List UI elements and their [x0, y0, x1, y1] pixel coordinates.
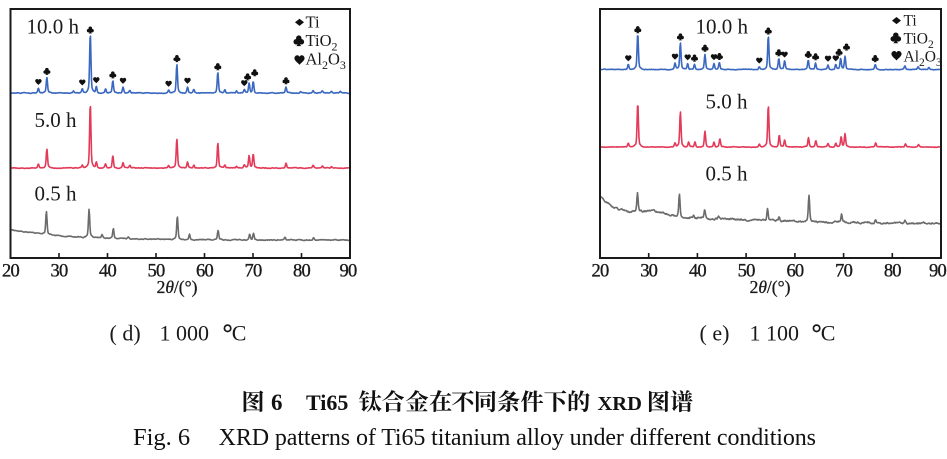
svg-text:Ti: Ti [306, 13, 320, 32]
svg-text:20: 20 [592, 262, 609, 282]
svg-text:50: 50 [738, 262, 755, 282]
svg-text:( d): ( d) [110, 321, 141, 346]
svg-text:Fig. 6: Fig. 6 [133, 424, 190, 451]
svg-text:XRD patterns of Ti65 titanium: XRD patterns of Ti65 titanium alloy unde… [219, 425, 816, 451]
svg-text:40: 40 [689, 262, 706, 282]
svg-text:Al2O3: Al2O3 [904, 49, 942, 70]
svg-text:10.0 h: 10.0 h [27, 15, 80, 39]
svg-text:5.0 h: 5.0 h [35, 108, 78, 132]
svg-text:Al2O3: Al2O3 [306, 50, 346, 73]
svg-text:40: 40 [99, 262, 116, 282]
svg-text:70: 70 [835, 262, 852, 282]
svg-text:6: 6 [271, 390, 283, 415]
svg-text:30: 30 [640, 262, 657, 282]
svg-text:C: C [232, 321, 247, 346]
svg-text:0.5 h: 0.5 h [35, 182, 78, 206]
svg-text:5.0 h: 5.0 h [706, 90, 749, 114]
svg-text:2θ/(°): 2θ/(°) [750, 277, 791, 297]
svg-text:TiO2: TiO2 [306, 31, 338, 54]
svg-text:50: 50 [148, 262, 165, 282]
svg-text:1 000: 1 000 [160, 321, 210, 346]
svg-text:TiO2: TiO2 [904, 31, 934, 52]
svg-text:2θ/(°): 2θ/(°) [157, 277, 198, 297]
svg-text:XRD: XRD [598, 393, 642, 415]
svg-text:60: 60 [786, 262, 803, 282]
svg-text:0.5 h: 0.5 h [706, 162, 749, 186]
svg-text:90: 90 [340, 262, 357, 282]
svg-text:C: C [821, 321, 836, 346]
svg-text:Ti65: Ti65 [306, 390, 348, 415]
svg-text:( e): ( e) [700, 321, 730, 346]
svg-text:Ti: Ti [904, 13, 918, 30]
svg-text:90: 90 [929, 262, 946, 282]
svg-text:80: 80 [884, 262, 901, 282]
svg-text:20: 20 [2, 262, 19, 282]
svg-text:10.0 h: 10.0 h [696, 15, 749, 39]
svg-text:70: 70 [245, 262, 262, 282]
svg-text:1 100: 1 100 [750, 321, 800, 346]
svg-text:60: 60 [196, 262, 213, 282]
svg-text:80: 80 [293, 262, 310, 282]
svg-text:30: 30 [51, 262, 68, 282]
